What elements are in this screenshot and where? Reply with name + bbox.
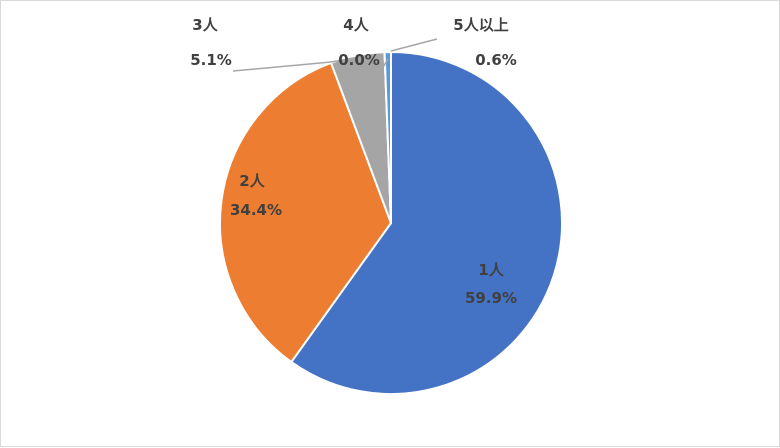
- leader-line-3: [232, 57, 354, 72]
- slice-label-5-name: 5人以上: [453, 16, 508, 34]
- slice-label-4-name: 4人: [343, 16, 369, 34]
- pie-slice-1: [290, 51, 563, 395]
- slice-label-3-value: 5.1%: [190, 51, 232, 69]
- slice-label-2-value: 34.4%: [230, 201, 282, 219]
- slice-label-1-value: 59.9%: [465, 289, 517, 307]
- slice-label-5-value: 0.6%: [475, 51, 517, 69]
- slice-label-2-name: 2人: [239, 172, 265, 190]
- slice-label-4-value: 0.0%: [338, 51, 380, 69]
- leader-line-4: [381, 58, 389, 70]
- leader-line-5: [390, 38, 438, 52]
- slice-label-3-name: 3人: [192, 16, 218, 34]
- data-labels: 1人 59.9% 2人 34.4% 3人 5.1% 4人 0.0% 5人以上 0…: [190, 16, 517, 307]
- pie-slice-5: [383, 51, 392, 224]
- slice-label-1-name: 1人: [478, 261, 504, 279]
- leader-lines: [232, 38, 438, 72]
- pie-slice-2: [219, 61, 392, 363]
- pie-slices: [219, 51, 563, 395]
